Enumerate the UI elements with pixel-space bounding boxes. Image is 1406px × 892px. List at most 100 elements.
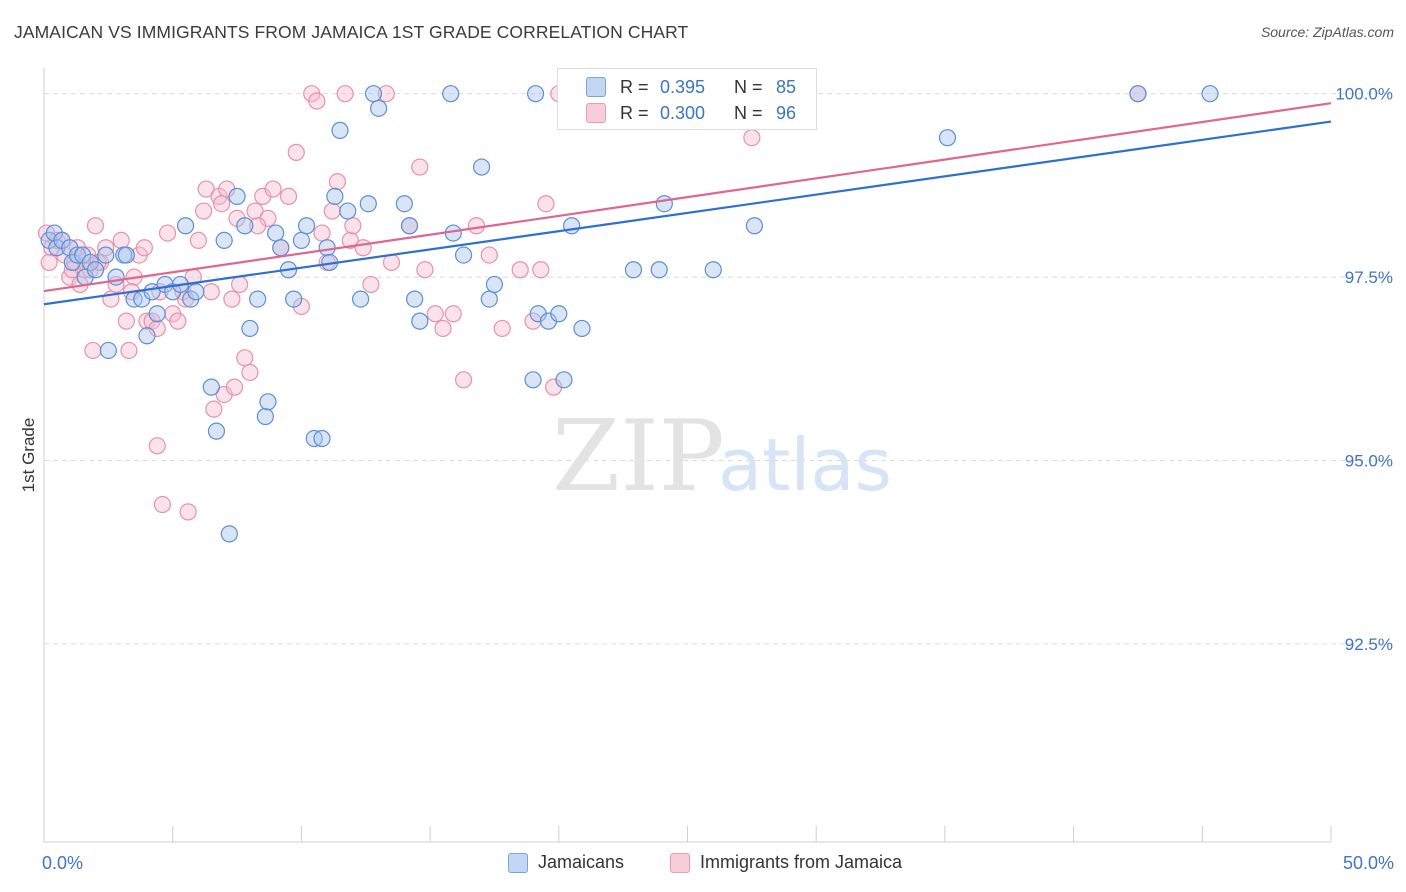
data-point-jamaicans [938,129,957,147]
data-point-jamaicans [220,525,238,543]
data-point-jamaicans [99,341,117,360]
data-point-immigrants [120,341,138,360]
trend-line-immigrants [43,102,1332,293]
data-point-jamaicans [236,217,254,235]
data-point-jamaicans [228,187,246,205]
legend-label-jamaicans: Jamaicans [538,852,625,872]
data-point-immigrants [532,261,550,279]
legend-label-immigrants: Immigrants from Jamaica [700,852,903,872]
y-tick-label: 95.0% [1345,452,1393,471]
stats-r-label: R = [620,76,649,97]
stats-row-jamaicans: R = 0.395 N = 85 [586,75,796,99]
data-point-immigrants [97,239,115,257]
data-point-jamaicans [370,99,388,117]
data-point-jamaicans [267,224,285,242]
data-point-jamaicans [454,246,473,264]
data-point-jamaicans [411,312,429,330]
stats-row-immigrants: R = 0.300 N = 96 [586,101,796,125]
chart-title: JAMAICAN VS IMMIGRANTS FROM JAMAICA 1ST … [14,22,689,42]
series-jamaicans-points [40,85,1219,543]
data-point-jamaicans [326,187,344,205]
data-point-jamaicans [395,195,413,213]
data-point-jamaicans [117,246,135,264]
data-point-jamaicans [313,429,331,448]
swatch-jamaicans [586,77,606,97]
data-point-jamaicans [97,246,115,264]
data-point-immigrants [40,253,58,272]
data-point-jamaicans [259,393,277,411]
data-point-immigrants [197,180,215,198]
data-point-immigrants [328,173,347,191]
data-point-immigrants [153,495,172,514]
data-point-immigrants [743,129,761,147]
data-point-jamaicans [138,327,156,345]
data-point-immigrants [308,92,326,110]
trend-line-jamaicans [43,120,1332,306]
data-point-immigrants [354,239,372,257]
data-point-jamaicans [292,231,310,250]
data-point-immigrants [213,195,231,213]
data-point-jamaicans [86,261,105,279]
data-point-jamaicans [176,217,195,235]
data-point-immigrants [117,312,135,330]
data-point-jamaicans [555,371,573,389]
data-point-jamaicans [527,85,545,103]
data-point-immigrants [416,261,434,279]
x-tick-label: 50.0% [1343,853,1394,873]
data-point-jamaicans [331,121,349,139]
data-point-jamaicans [318,239,336,257]
tick-labels: 92.5% 95.0% 97.5% 100.0% 0.0% 50.0% [42,85,1394,873]
data-point-immigrants [344,217,362,235]
chart-legend: Jamaicans Immigrants from Jamaica [0,852,1406,878]
data-point-jamaicans [480,290,498,308]
data-point-jamaicans [364,85,383,103]
data-point-jamaicans [745,217,764,235]
data-point-immigrants [444,305,462,323]
data-point-immigrants [313,224,331,242]
trend-lines [43,102,1332,306]
data-point-immigrants [279,187,298,205]
data-point-jamaicans [624,261,643,279]
data-point-jamaicans [202,378,220,396]
data-point-immigrants [189,231,208,250]
data-point-jamaicans [650,261,668,279]
x-tick-label: 0.0% [42,853,83,873]
data-point-immigrants [511,261,529,279]
y-tick-label: 97.5% [1345,268,1393,287]
y-tick-label: 100.0% [1335,85,1393,104]
data-point-immigrants [194,202,213,220]
data-point-immigrants [467,217,486,235]
data-point-immigrants [236,349,254,367]
stats-r-value: 0.300 [660,102,706,123]
data-point-immigrants [158,224,177,242]
data-point-immigrants [135,239,153,257]
data-point-jamaicans [187,283,205,301]
data-point-immigrants [493,319,511,338]
data-point-jamaicans [573,319,591,338]
data-point-immigrants [454,371,473,389]
data-point-jamaicans [359,195,377,213]
legend-item-jamaicans: Jamaicans [508,852,624,873]
data-point-jamaicans [241,319,259,338]
data-point-immigrants [480,246,498,264]
data-point-jamaicans [107,268,125,286]
data-point-immigrants [341,231,359,250]
data-point-immigrants [426,305,444,323]
legend-swatch-jamaicans [508,852,528,873]
data-point-immigrants [84,341,102,360]
data-point-jamaicans [297,217,316,235]
data-point-jamaicans [207,422,226,440]
data-point-immigrants [264,180,282,198]
stats-r-value: 0.395 [660,76,706,97]
data-point-immigrants [205,400,223,418]
axes [43,68,1331,843]
data-point-jamaicans [272,239,290,257]
source-label: Source: ZipAtlas.com [1260,24,1394,40]
data-point-immigrants [241,363,259,382]
data-point-immigrants [112,231,130,250]
series-immigrants-points [37,85,1147,521]
data-point-jamaicans [442,85,460,103]
data-point-immigrants [246,202,264,220]
data-point-immigrants [362,275,380,294]
